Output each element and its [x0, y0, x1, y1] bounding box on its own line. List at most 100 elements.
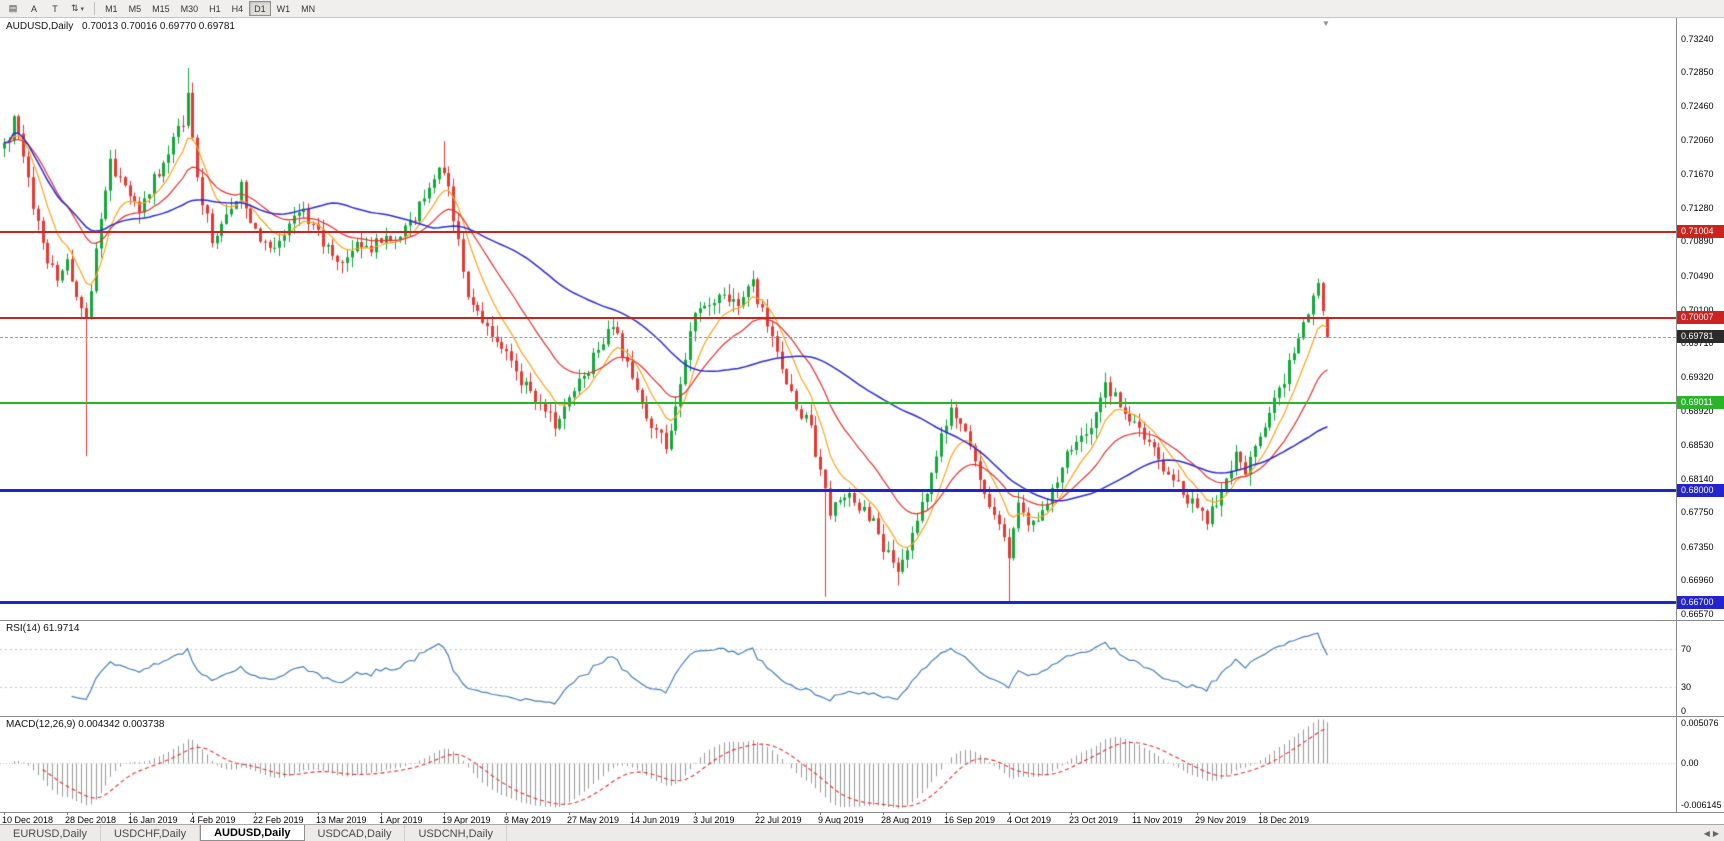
date-tick [1134, 812, 1135, 815]
date-label: 9 Aug 2019 [818, 815, 864, 825]
date-tick [381, 812, 382, 815]
macd-indicator-canvas[interactable] [0, 716, 1676, 812]
date-tick [1009, 812, 1010, 815]
toolbar-separator [94, 2, 96, 15]
rsi-indicator-canvas[interactable] [0, 620, 1676, 716]
price-axis-tick: 0.69320 [1681, 372, 1714, 382]
timeframe-h1[interactable]: H1 [209, 3, 221, 14]
price-axis-tick: 0.73240 [1681, 34, 1714, 44]
date-label: 14 Jun 2019 [630, 815, 680, 825]
chart-symbol-period: AUDUSD,Daily [6, 21, 74, 32]
price-flag-0.68000: 0.68000 [1677, 484, 1724, 497]
date-tick [318, 812, 319, 815]
price-axis-tick: 0.68140 [1681, 474, 1714, 484]
chart-title: AUDUSD,Daily 0.70013 0.70016 0.69770 0.6… [6, 21, 235, 32]
macd-axis-min: -0.006145 [1681, 800, 1722, 810]
macd-axis-max: 0.005076 [1681, 718, 1719, 728]
price-axis-tick: 0.69710 [1681, 338, 1714, 348]
tab-eurusd-daily[interactable]: EURUSD,Daily [0, 825, 101, 841]
rsi-axis-label: 70 [1681, 644, 1692, 654]
current-price-line [0, 337, 1676, 338]
drawing-tools-icon: ⇅ [71, 3, 79, 13]
price-line-0.66700[interactable] [0, 601, 1676, 604]
tab-scroll-right-icon[interactable]: ▶ [1712, 828, 1719, 838]
current-price-flag: 0.69781 [1677, 330, 1724, 343]
price-line-0.68000[interactable] [0, 489, 1676, 492]
timeframe-mn[interactable]: MN [301, 3, 316, 14]
pane-separator-macd[interactable] [0, 716, 1724, 717]
date-tick [946, 812, 947, 815]
date-tick [192, 812, 193, 815]
price-line-0.71004[interactable] [0, 231, 1676, 233]
timeframe-m30[interactable]: M30 [180, 3, 199, 14]
toolbar: ▤ A T ⇅ ▾ M1 M5 M15 M30 H1 H4 D1 W1 MN [0, 0, 1724, 18]
price-axis-tick: 0.70490 [1681, 271, 1714, 281]
date-tick [444, 812, 445, 815]
date-label: 27 May 2019 [567, 815, 620, 825]
price-flag-0.71004: 0.71004 [1677, 225, 1724, 238]
rsi-axis-label: 0 [1681, 706, 1687, 716]
price-axis-tick: 0.72460 [1681, 101, 1714, 111]
date-tick [506, 812, 507, 815]
chart-ohlc-values: 0.70013 0.70016 0.69770 0.69781 [82, 21, 235, 32]
timeframe-m1[interactable]: M1 [105, 3, 118, 14]
price-axis-tick: 0.71280 [1681, 203, 1714, 213]
price-axis-tick: 0.71670 [1681, 169, 1714, 179]
chart-shift-marker-icon[interactable]: ▼ [1322, 19, 1330, 28]
tab-scroll-left-icon[interactable]: ◀ [1703, 828, 1710, 838]
timeframe-m5[interactable]: M5 [128, 3, 142, 14]
date-label: 1 Apr 2019 [379, 815, 423, 825]
rsi-label: RSI(14) 61.9714 [6, 623, 80, 634]
date-tick [1197, 812, 1198, 815]
price-line-0.69011[interactable] [0, 402, 1676, 404]
price-axis-tick: 0.66960 [1681, 575, 1714, 585]
date-axis-line [0, 812, 1724, 813]
tab-usdcad-daily[interactable]: USDCAD,Daily [305, 825, 406, 841]
timeframe-d1[interactable]: D1 [249, 1, 271, 16]
price-flag-0.70007: 0.70007 [1677, 311, 1724, 324]
chart-display-icon[interactable]: ▤ [8, 3, 18, 13]
macd-label: MACD(12,26,9) 0.004342 0.003738 [6, 719, 165, 730]
date-tick [255, 812, 256, 815]
price-axis-tick: 0.70100 [1681, 305, 1714, 315]
price-line-0.70007[interactable] [0, 317, 1676, 319]
date-label: 10 Dec 2018 [2, 815, 54, 825]
date-tick [883, 812, 884, 815]
date-label: 11 Nov 2019 [1132, 815, 1183, 825]
date-tick [695, 812, 696, 815]
date-label: 19 Apr 2019 [442, 815, 491, 825]
date-tick [820, 812, 821, 815]
timeframe-m15[interactable]: M15 [152, 3, 170, 14]
text-label-button[interactable]: T [52, 3, 58, 14]
date-tick [67, 812, 68, 815]
date-label: 29 Nov 2019 [1195, 815, 1247, 825]
timeframe-h4[interactable]: H4 [231, 3, 244, 14]
date-tick [130, 812, 131, 815]
price-axis-tick: 0.72850 [1681, 67, 1714, 77]
date-label: 16 Jan 2019 [128, 815, 178, 825]
price-axis-tick: 0.68530 [1681, 440, 1714, 450]
pane-separator-rsi[interactable] [0, 620, 1724, 621]
tab-usdcnh-daily[interactable]: USDCNH,Daily [405, 825, 508, 841]
date-axis[interactable]: 10 Dec 2018 28 Dec 2018 16 Jan 2019 4 Feb 2… [0, 812, 1724, 825]
tab-scroll-arrows: ◀ ▶ [1704, 825, 1724, 841]
chevron-down-icon: ▾ [80, 5, 85, 13]
price-axis-tick: 0.68920 [1681, 406, 1714, 416]
price-flag-0.66700: 0.66700 [1677, 596, 1724, 609]
price-chart-canvas[interactable] [0, 18, 1676, 620]
price-axis-tick: 0.67350 [1681, 542, 1714, 552]
date-label: 4 Oct 2019 [1007, 815, 1052, 825]
drawing-tools-button[interactable]: ⇅ ▾ [66, 1, 89, 16]
macd-axis-zero: 0.00 [1681, 758, 1699, 768]
timeframe-w1[interactable]: W1 [276, 3, 291, 14]
price-axis-line [1676, 18, 1677, 812]
date-tick [632, 812, 633, 815]
annotation-a-button[interactable]: A [30, 3, 37, 14]
date-tick [569, 812, 570, 815]
date-tick [1071, 812, 1072, 815]
date-label: 28 Dec 2018 [65, 815, 117, 825]
date-tick [4, 812, 5, 815]
tab-usdchf-daily[interactable]: USDCHF,Daily [101, 825, 201, 841]
tab-audusd-daily[interactable]: AUDUSD,Daily [200, 825, 305, 841]
